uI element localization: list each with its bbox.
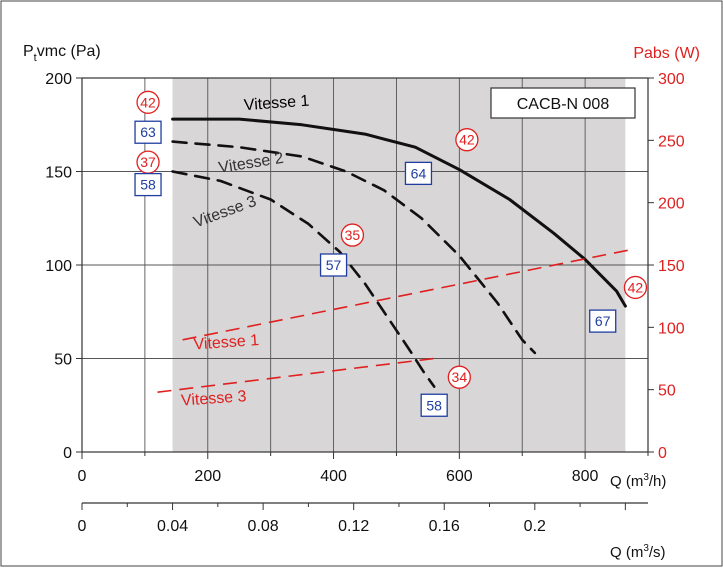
x2-tick-label: 0 xyxy=(78,518,87,535)
series-label: Vitesse 1 xyxy=(243,93,310,115)
x1-tick-label: 200 xyxy=(194,468,221,485)
noise-annotation: 63 xyxy=(134,120,162,144)
pressure-curves xyxy=(171,117,627,388)
pressure-curve-3 xyxy=(171,170,436,388)
left-axis-label: Ptvmc (Pa) xyxy=(23,43,101,64)
noise-annotation-value: 58 xyxy=(140,177,156,193)
left-axis-label-sub: t xyxy=(34,52,37,64)
noise-annotation: 67 xyxy=(589,309,617,333)
noise-annotation-box xyxy=(589,309,617,333)
power-curve-2 xyxy=(157,357,435,393)
left-axis-label-main: P xyxy=(23,43,34,60)
noise-annotation-value: 64 xyxy=(411,165,427,181)
title-box: CACB-N 008 xyxy=(490,87,636,119)
noise-annotation-value: 67 xyxy=(595,313,611,329)
power-annotation-value: 37 xyxy=(140,154,156,170)
noise-annotation: 58 xyxy=(134,172,162,197)
left-tick-label: 150 xyxy=(45,165,72,182)
power-annotation-value: 34 xyxy=(452,369,468,385)
noise-annotation: 64 xyxy=(404,161,433,186)
noise-annotation-box xyxy=(134,172,162,197)
pressure-curve-2 xyxy=(171,140,537,355)
right-tick-label: 150 xyxy=(658,258,685,275)
power-annotation: 35 xyxy=(340,223,365,247)
x2-tick-label: 0.04 xyxy=(157,518,188,535)
right-axis-label: Pabs (W) xyxy=(633,45,700,62)
x-axis-m3h-label: Q (m3/h) xyxy=(610,472,666,490)
left-tick-label: 50 xyxy=(54,352,72,369)
left-tick-label: 200 xyxy=(45,71,72,88)
left-axis-ticks: 0 50 100 150 200 xyxy=(45,71,82,462)
x-axis-m3s-label-post: /s) xyxy=(649,544,666,561)
x-axis-m3s-label-pre: Q (m xyxy=(610,544,643,561)
left-axis-label-rest: vmc (Pa) xyxy=(37,43,101,60)
x2-tick-label: 0.2 xyxy=(524,518,546,535)
chart-title: CACB-N 008 xyxy=(517,96,610,113)
noise-annotation-box xyxy=(420,393,448,417)
power-annotation-circle xyxy=(623,275,648,300)
noise-annotation-box xyxy=(404,161,433,186)
power-annotation: 34 xyxy=(447,365,471,389)
power-annotation-circle xyxy=(340,223,365,247)
series-label: Vitesse 1 xyxy=(193,332,260,354)
right-tick-label: 0 xyxy=(658,445,667,462)
noise-annotation-box xyxy=(134,120,162,144)
right-tick-label: 50 xyxy=(658,383,676,400)
power-annotation-circle xyxy=(447,365,471,389)
power-annotation: 37 xyxy=(136,150,160,174)
right-axis-ticks: 0 50 100 150 200 250 300 xyxy=(648,71,685,462)
x-axis-m3h-label-pre: Q (m xyxy=(610,473,643,490)
x-axis-m3s-label: Q (m3/s) xyxy=(610,543,666,561)
noise-annotation-value: 57 xyxy=(326,257,342,273)
annotations: 42 37 42 35 42 34 63 58 64 57 67 58 xyxy=(134,90,648,417)
power-annotation-value: 42 xyxy=(628,279,644,295)
noise-annotation: 58 xyxy=(420,393,448,417)
noise-annotation-value: 63 xyxy=(140,124,156,140)
x1-tick-label: 400 xyxy=(320,468,347,485)
left-tick-label: 0 xyxy=(63,445,72,462)
left-tick-label: 100 xyxy=(45,258,72,275)
x1-tick-label: 800 xyxy=(572,468,599,485)
noise-annotation-value: 58 xyxy=(426,397,442,413)
x-axis-m3h-label-sup: 3 xyxy=(643,472,649,483)
power-curve-1 xyxy=(182,249,630,341)
power-curves xyxy=(157,249,630,393)
x2-tick-label: 0.12 xyxy=(338,518,369,535)
x2-tick-label: 0.08 xyxy=(248,518,279,535)
right-tick-label: 300 xyxy=(658,71,685,88)
x-axis-m3h-ticks: 0 200 400 600 800 xyxy=(78,452,649,485)
x-axis-m3s-ticks: 0 0.04 0.08 0.12 0.16 0.2 xyxy=(78,502,648,535)
power-annotation-circle xyxy=(455,128,479,152)
x-axis-m3s-label-sup: 3 xyxy=(643,543,649,554)
power-annotation-value: 42 xyxy=(459,132,475,148)
power-annotation: 42 xyxy=(136,90,160,114)
right-tick-label: 100 xyxy=(658,320,685,337)
noise-annotation-box xyxy=(319,253,348,277)
x1-tick-label: 0 xyxy=(78,468,87,485)
x-axis-m3h-label-post: /h) xyxy=(649,473,667,490)
power-annotation: 42 xyxy=(623,275,648,300)
power-annotation: 42 xyxy=(455,128,479,152)
right-tick-label: 200 xyxy=(658,196,685,213)
x1-tick-label: 600 xyxy=(446,468,473,485)
title-box-frame xyxy=(490,87,636,119)
pressure-curve-1 xyxy=(171,117,627,308)
noise-annotation: 57 xyxy=(319,253,348,277)
x2-tick-label: 0.16 xyxy=(429,518,460,535)
series-label: Vitesse 3 xyxy=(180,388,247,410)
power-annotation-value: 42 xyxy=(140,94,156,110)
right-tick-label: 250 xyxy=(658,133,685,150)
power-annotation-circle xyxy=(136,90,160,114)
power-annotation-value: 35 xyxy=(345,227,361,243)
